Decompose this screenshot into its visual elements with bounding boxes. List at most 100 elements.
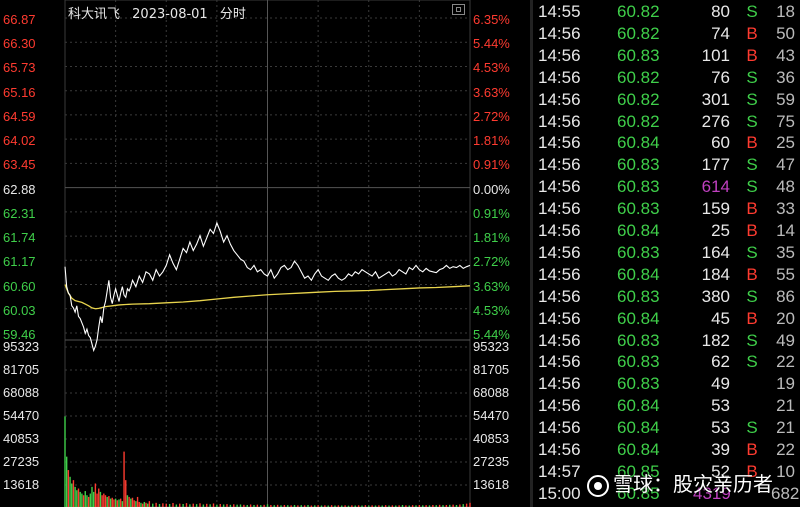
price-tick-label: 60.03 — [3, 302, 36, 318]
volume-bar — [113, 499, 115, 507]
trade-row: 14:56 60.83 182 S 49 — [533, 330, 800, 352]
trade-side: B — [746, 45, 758, 65]
price-tick-label: 62.31 — [3, 205, 36, 221]
pct-tick-label: 5.44% — [473, 36, 510, 52]
volume-bar — [357, 505, 360, 507]
trade-row: 14:56 60.84 60 B 25 — [533, 132, 800, 154]
volume-bar — [81, 493, 83, 507]
trade-row: 14:56 60.83 614 S 48 — [533, 176, 800, 198]
volume-bar — [91, 486, 93, 507]
volume-bar — [126, 495, 129, 507]
trade-count: 86 — [776, 286, 795, 306]
trade-volume: 49 — [711, 374, 730, 394]
volume-bar — [418, 504, 421, 507]
trade-count: 21 — [776, 418, 795, 438]
trade-volume: 80 — [711, 2, 730, 21]
trade-volume: 614 — [701, 177, 730, 197]
trade-price: 60.82 — [617, 67, 660, 87]
volume-bar — [347, 505, 350, 507]
stock-name: 科大讯飞 — [68, 7, 121, 22]
pct-tick-label: 1.81% — [473, 133, 510, 149]
pct-tick-label: 4.53% — [473, 60, 510, 76]
volume-bar — [65, 456, 68, 507]
trade-time: 14:56 — [538, 221, 581, 240]
volume-bar — [388, 505, 390, 507]
volume-bar — [351, 505, 353, 507]
volume-bar — [121, 501, 124, 507]
volume-bar — [408, 505, 410, 507]
trade-side: S — [746, 155, 758, 175]
volume-bar — [384, 505, 387, 507]
trade-row: 15:00 60.85 4319 682 — [533, 483, 800, 505]
trade-count: 55 — [776, 264, 795, 284]
trade-volume: 62 — [711, 352, 730, 372]
volume-bar — [64, 416, 66, 507]
trade-side: S — [746, 242, 758, 262]
trade-volume: 25 — [711, 221, 730, 240]
intraday-chart-panel: 科大讯飞 2023-08-01 分时 66.87 66.30 65.73 65.16 6… — [3, 0, 510, 507]
trade-row: 14:56 60.82 301 S 59 — [533, 89, 800, 111]
volume-bar — [222, 504, 225, 507]
volume-bar — [98, 488, 100, 507]
trade-price: 60.84 — [617, 440, 660, 459]
volume-tick-label: 13618 — [473, 477, 510, 492]
pct-tick-label: 2.72% — [473, 254, 510, 270]
trade-price: 60.83 — [617, 374, 660, 394]
volume-bar — [432, 504, 434, 507]
volume-bar — [236, 504, 238, 507]
volume-bar — [398, 505, 400, 507]
volume-bar — [310, 505, 313, 507]
volume-bar — [233, 504, 235, 507]
volume-bar — [195, 504, 198, 507]
panel-divider[interactable] — [530, 0, 533, 507]
volume-bar — [297, 505, 299, 507]
volume-bar — [114, 498, 117, 507]
pct-tick-label: 3.63% — [473, 278, 510, 294]
volume-bar — [152, 503, 154, 507]
trade-price: 60.82 — [617, 111, 660, 131]
trade-side: S — [746, 286, 758, 306]
volume-bar — [155, 502, 157, 507]
volume-bar — [253, 504, 255, 507]
volume-bar — [344, 505, 346, 507]
volume-bar — [327, 505, 329, 507]
price-line — [64, 221, 471, 353]
volume-bar — [106, 496, 108, 507]
volume-bar — [76, 490, 78, 507]
trade-count: 10 — [776, 461, 795, 481]
trade-count: 25 — [776, 133, 795, 153]
trade-row: 14:56 60.83 49 19 — [533, 373, 800, 395]
volume-tick-label: 81705 — [3, 362, 40, 377]
price-tick-label: 62.88 — [3, 181, 36, 197]
volume-bar — [449, 504, 451, 507]
trade-side: S — [746, 111, 758, 131]
volume-bar — [74, 486, 76, 507]
volume-bar — [67, 470, 70, 507]
trade-row: 14:56 60.82 74 B 50 — [533, 23, 800, 45]
price-tick-label: 65.16 — [3, 84, 36, 100]
trade-row: 14:56 60.84 45 B 20 — [533, 308, 800, 330]
volume-bar — [276, 504, 279, 507]
volume-bar — [378, 505, 380, 507]
trade-side: S — [746, 352, 758, 372]
trade-row: 14:56 60.83 164 S 35 — [533, 242, 800, 264]
trade-volume: 380 — [701, 286, 730, 306]
expand-toggle-icon[interactable] — [452, 4, 465, 15]
trade-count: 22 — [776, 352, 795, 372]
trade-time: 14:56 — [538, 286, 581, 306]
volume-bar — [438, 504, 441, 507]
trade-side: B — [746, 23, 758, 43]
trade-row: 14:56 60.84 53 S 21 — [533, 417, 800, 439]
pct-tick-label: 1.81% — [473, 230, 510, 246]
pct-tick-label: 4.53% — [473, 302, 510, 318]
trade-side: S — [746, 67, 758, 87]
volume-bar — [249, 504, 252, 507]
trade-time: 14:56 — [538, 308, 581, 328]
trade-count: 43 — [776, 45, 795, 65]
volume-bar — [143, 501, 146, 507]
volume-bar — [391, 505, 394, 507]
volume-bar — [69, 476, 71, 507]
trade-side: S — [746, 89, 758, 109]
trade-time: 14:56 — [538, 155, 581, 175]
price-tick-label: 66.30 — [3, 36, 36, 52]
